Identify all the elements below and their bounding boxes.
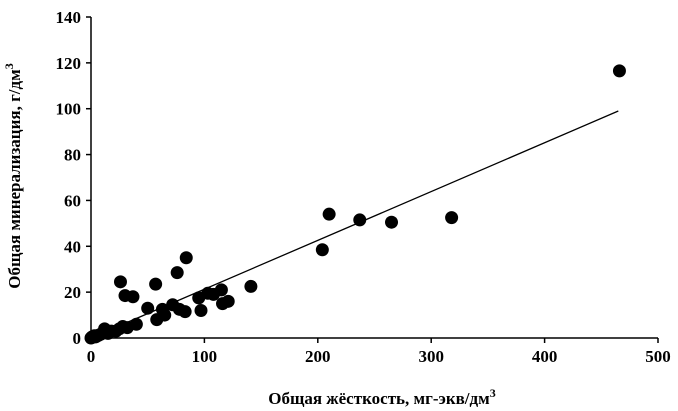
data-point <box>315 243 329 257</box>
data-point <box>141 301 155 315</box>
y-ticks: 0 20 40 60 80 100 120 140 <box>56 8 91 348</box>
data-point <box>385 215 399 229</box>
y-tick-label: 0 <box>73 329 82 348</box>
y-axis-title-sup: 3 <box>2 63 16 69</box>
y-tick-label: 100 <box>56 100 82 119</box>
y-tick-label: 80 <box>64 146 81 165</box>
x-tick-label: 200 <box>305 347 331 366</box>
y-tick-label: 20 <box>64 283 81 302</box>
y-tick-label: 40 <box>64 237 81 256</box>
x-axis-title: Общая жёсткость, мг-экв/дм3 <box>268 386 495 408</box>
data-point <box>445 211 459 225</box>
x-tick-label: 500 <box>645 347 671 366</box>
data-point <box>244 279 258 293</box>
data-point <box>129 317 143 331</box>
data-point <box>149 277 163 291</box>
x-tick-label: 0 <box>87 347 96 366</box>
x-axis-title-text: Общая жёсткость, мг-экв/дм <box>268 389 490 408</box>
x-tick-label: 300 <box>418 347 444 366</box>
data-point <box>214 283 228 297</box>
trend-line <box>90 110 619 339</box>
data-point <box>178 305 192 319</box>
data-point <box>194 303 208 317</box>
data-point <box>322 207 336 221</box>
y-axis-title-text: Общая минерализация, г/дм <box>5 69 24 289</box>
data-point <box>113 275 127 289</box>
x-axis-title-sup: 3 <box>490 386 496 400</box>
y-axis-title: Общая минерализация, г/дм3 <box>2 63 24 288</box>
data-point <box>179 251 193 265</box>
data-point <box>612 64 626 78</box>
y-tick-label: 60 <box>64 191 81 210</box>
data-point <box>221 294 235 308</box>
data-point <box>170 266 184 280</box>
x-tick-label: 100 <box>192 347 218 366</box>
x-ticks: 0 100 200 300 400 500 <box>87 338 671 366</box>
axes <box>90 17 658 339</box>
data-point <box>158 308 172 322</box>
data-points <box>84 64 626 345</box>
x-tick-label: 400 <box>532 347 558 366</box>
data-point <box>126 290 140 304</box>
y-tick-label: 140 <box>56 8 82 27</box>
data-point <box>353 213 367 227</box>
y-tick-label: 120 <box>56 54 82 73</box>
